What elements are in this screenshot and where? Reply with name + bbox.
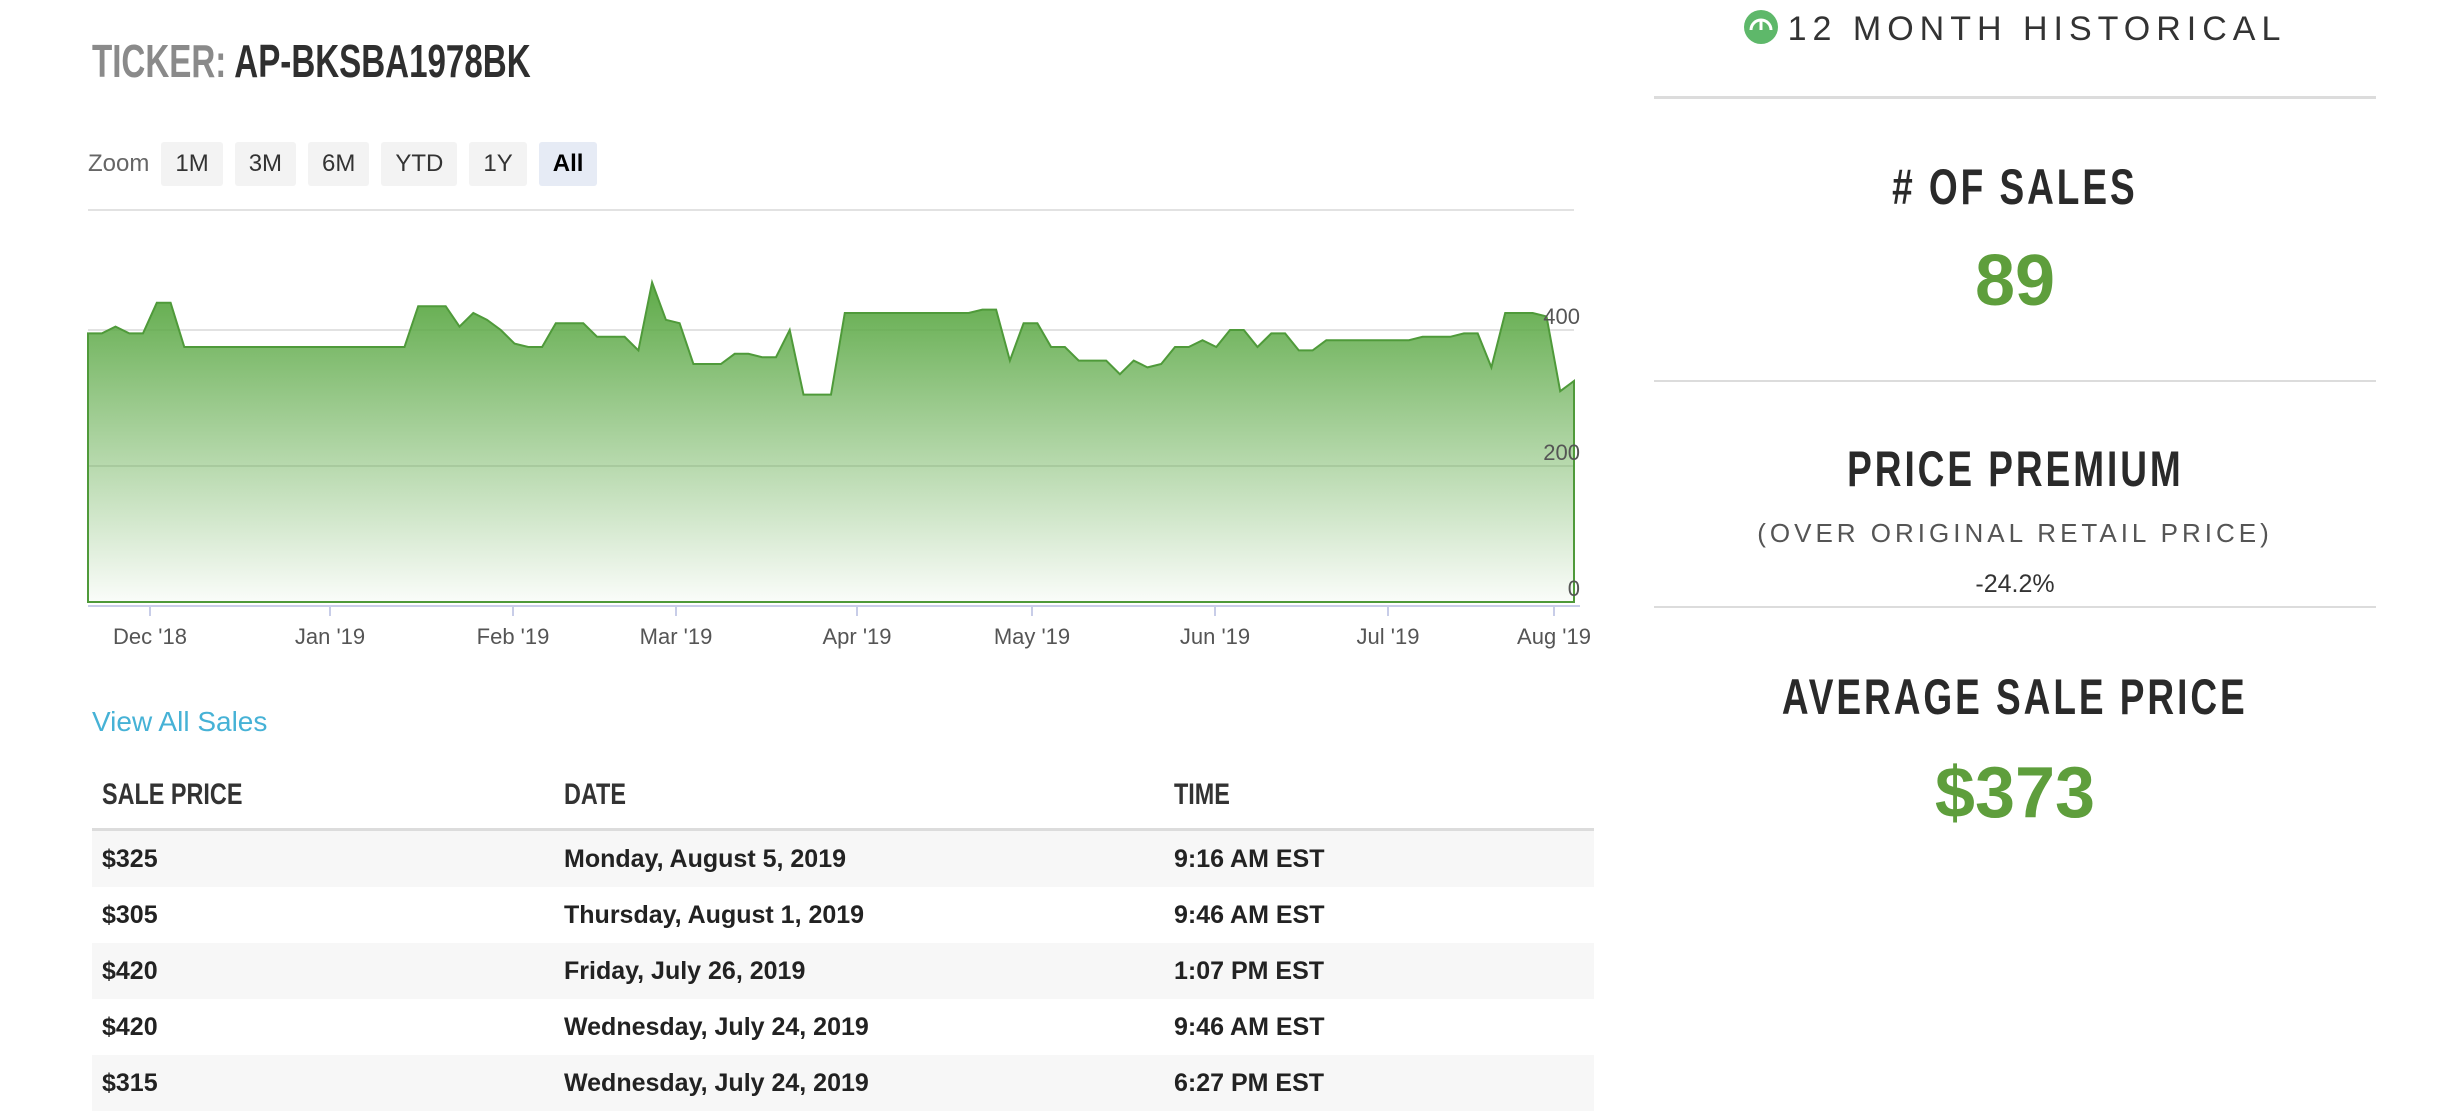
zoom-bar: Zoom 1M 3M 6M YTD 1Y All	[88, 142, 598, 186]
sale-time-cell: 9:16 AM EST	[1164, 829, 1594, 887]
table-row: $325 Monday, August 5, 2019 9:16 AM EST	[92, 829, 1594, 887]
zoom-1m-button[interactable]: 1M	[161, 142, 223, 186]
sale-price-cell: $325	[92, 829, 554, 887]
sale-date-cell: Thursday, August 1, 2019	[564, 900, 865, 929]
x-tick-label: Mar '19	[640, 624, 713, 649]
sales-table: SALE PRICE DATE TIME $325 Monday, August…	[92, 762, 1594, 1111]
sale-price-cell: $315	[92, 1055, 554, 1111]
sale-price-cell: $420	[102, 1012, 158, 1041]
table-row: $420 Wednesday, July 24, 2019 9:46 AM ES…	[92, 999, 1594, 1055]
table-row: $420 Friday, July 26, 2019 1:07 PM EST	[92, 943, 1594, 999]
y-tick-label: 400	[1543, 304, 1580, 329]
x-tick-label: Dec '18	[113, 624, 187, 649]
sale-date-cell: Wednesday, July 24, 2019	[554, 1055, 1164, 1111]
sale-time-cell: 9:46 AM EST	[1174, 1012, 1325, 1041]
y-tick-label: 0	[1568, 576, 1580, 601]
ticker-heading: TICKER: AP-BKSBA1978BK	[92, 34, 531, 88]
zoom-ytd-button[interactable]: YTD	[381, 142, 458, 186]
sales-count-title: # OF SALES	[1892, 159, 2138, 215]
table-header-row: SALE PRICE DATE TIME	[92, 762, 1594, 831]
y-tick-label: 200	[1543, 440, 1580, 465]
x-tick-label: Apr '19	[822, 624, 891, 649]
sale-time-cell: 1:07 PM EST	[1164, 943, 1594, 999]
historical-label: 12 MONTH HISTORICAL	[1787, 10, 2287, 48]
price-area-series	[87, 278, 1575, 603]
sale-time-cell: 6:27 PM EST	[1164, 1055, 1594, 1111]
average-sale-price-value: $373	[1934, 753, 2096, 833]
sale-date-cell: Wednesday, July 24, 2019	[564, 1012, 869, 1041]
column-header-date: DATE	[554, 762, 1164, 831]
zoom-6m-button[interactable]: 6M	[308, 142, 370, 186]
x-tick-label: May '19	[994, 624, 1070, 649]
x-tick-label: Feb '19	[477, 624, 550, 649]
price-premium-value: -24.2%	[1975, 570, 2055, 598]
zoom-3m-button[interactable]: 3M	[234, 142, 297, 186]
price-premium-title: PRICE PREMIUM	[1846, 441, 2184, 497]
sale-price-cell: $420	[92, 943, 554, 999]
zoom-all-button[interactable]: All	[538, 142, 598, 186]
column-header-time: TIME	[1164, 762, 1594, 831]
divider	[1654, 606, 2376, 608]
divider	[1654, 380, 2376, 382]
ticker-value: AP-BKSBA1978BK	[234, 35, 531, 87]
table-row: $305 Thursday, August 1, 2019 9:46 AM ES…	[92, 887, 1594, 943]
zoom-1y-button[interactable]: 1Y	[469, 142, 527, 186]
sales-count-value: 89	[1974, 241, 2056, 321]
x-tick-label: Jul '19	[1357, 624, 1420, 649]
sale-date-cell: Monday, August 5, 2019	[554, 829, 1164, 887]
average-sale-price-title: AVERAGE SALE PRICE	[1782, 669, 2248, 725]
sale-time-cell: 9:46 AM EST	[1174, 900, 1325, 929]
table-row: $315 Wednesday, July 24, 2019 6:27 PM ES…	[92, 1055, 1594, 1111]
x-tick-label: Jan '19	[295, 624, 365, 649]
x-tick-label: Aug '19	[1517, 624, 1591, 649]
price-premium-subtitle: (OVER ORIGINAL RETAIL PRICE)	[1757, 518, 2273, 548]
zoom-label: Zoom	[88, 150, 150, 177]
divider	[1654, 96, 2376, 99]
view-all-sales-link[interactable]: View All Sales	[92, 706, 268, 737]
column-header-sale-price: SALE PRICE	[92, 762, 554, 831]
x-tick-label: Jun '19	[1180, 624, 1250, 649]
historical-header: 12 MONTH HISTORICAL	[1654, 10, 2376, 53]
ticker-label: TICKER:	[92, 35, 227, 87]
sales-price-chart: 400 200 0 Dec '18 Jan '19 Feb '19 Mar '19 Apr …	[87, 209, 1591, 649]
sale-price-cell: $305	[102, 900, 158, 929]
sale-date-cell: Friday, July 26, 2019	[554, 943, 1164, 999]
gauge-icon	[1743, 10, 1778, 53]
